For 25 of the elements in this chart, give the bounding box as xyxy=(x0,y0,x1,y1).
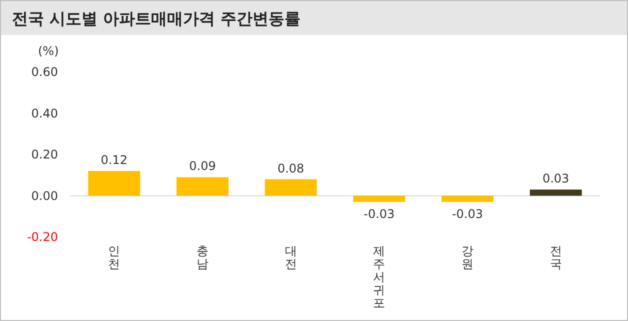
x-tick-label: 충남 xyxy=(196,244,208,271)
data-label: 0.12 xyxy=(100,153,128,167)
bar xyxy=(353,196,406,202)
x-tick-label: 대전 xyxy=(284,244,297,271)
y-axis-title: (%) xyxy=(38,44,59,58)
bar xyxy=(530,190,582,196)
bar xyxy=(88,171,140,196)
bar xyxy=(442,196,494,202)
x-tick-label: 제주서귀포 xyxy=(373,244,386,310)
y-tick-label: 0.20 xyxy=(31,148,58,162)
bar xyxy=(176,177,228,196)
data-label: 0.03 xyxy=(542,172,570,186)
x-tick-label: 인천 xyxy=(108,244,120,271)
y-tick-label: 0.60 xyxy=(31,65,58,79)
data-label: 0.08 xyxy=(277,161,304,176)
data-label: 0.09 xyxy=(189,159,216,174)
data-label: -0.03 xyxy=(364,206,395,221)
x-tick-label: 전국 xyxy=(550,244,562,271)
x-tick-label: 강원 xyxy=(462,244,474,271)
y-tick-label: -0.20 xyxy=(26,230,58,244)
chart-title: 전국 시도별 아파트매매가격 주간변동률 xyxy=(12,9,301,28)
bar xyxy=(264,179,317,196)
y-tick-label: 0.40 xyxy=(31,106,58,120)
y-tick-label: 0.00 xyxy=(31,188,58,203)
data-label: -0.03 xyxy=(452,206,484,221)
